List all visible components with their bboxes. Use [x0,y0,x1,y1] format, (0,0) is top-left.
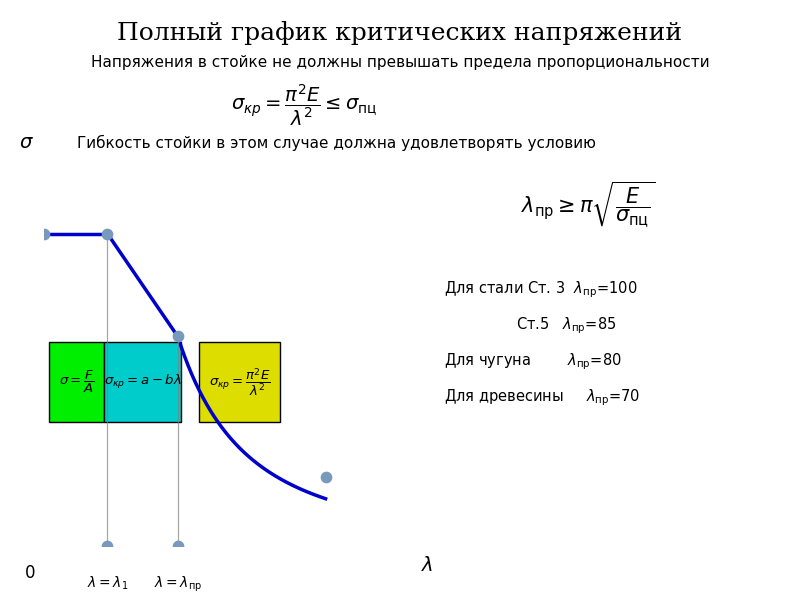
Point [171,332,184,341]
Text: $\lambda$: $\lambda$ [422,556,434,575]
Text: Для чугуна        $\lambda_{\text{пр}}$=80: Для чугуна $\lambda_{\text{пр}}$=80 [444,351,622,371]
Text: Для стали Ст. 3  $\lambda_{\text{пр}}$=100: Для стали Ст. 3 $\lambda_{\text{пр}}$=10… [444,279,638,299]
Point [319,473,332,482]
Text: $\sigma$: $\sigma$ [19,133,34,152]
Text: $\sigma_{\kappa p} = \dfrac{\pi^2 E}{\lambda^2}$: $\sigma_{\kappa p} = \dfrac{\pi^2 E}{\la… [209,366,270,398]
Text: $\sigma = \dfrac{F}{A}$: $\sigma = \dfrac{F}{A}$ [58,369,94,395]
FancyBboxPatch shape [199,342,280,422]
Text: Для древесины     $\lambda_{\text{пр}}$=70: Для древесины $\lambda_{\text{пр}}$=70 [444,387,640,407]
Point [171,541,184,551]
Text: $\sigma_{\kappa p} = \dfrac{\pi^2 E}{\lambda^2} \leq \sigma_{\text{пц}}$: $\sigma_{\kappa p} = \dfrac{\pi^2 E}{\la… [231,83,377,128]
Text: Гибкость стойки в этом случае должна удовлетворять условию: Гибкость стойки в этом случае должна удо… [77,135,595,151]
Point [38,229,50,238]
Point [101,541,114,551]
FancyBboxPatch shape [50,342,104,422]
Text: Полный график критических напряжений: Полный график критических напряжений [118,21,682,45]
Text: $\sigma_{\kappa p} = a - b\lambda$: $\sigma_{\kappa p} = a - b\lambda$ [104,373,182,391]
Point [101,229,114,238]
Text: Ст.5   $\lambda_{\text{пр}}$=85: Ст.5 $\lambda_{\text{пр}}$=85 [516,315,617,335]
Text: $\lambda=\lambda_1$: $\lambda=\lambda_1$ [86,575,128,592]
Text: $\lambda_{\text{пр}} \geq \pi\sqrt{\dfrac{E}{\sigma_{\text{пц}}}}$: $\lambda_{\text{пр}} \geq \pi\sqrt{\dfra… [521,180,655,230]
Text: Напряжения в стойке не должны превышать предела пропорциональности: Напряжения в стойке не должны превышать … [90,55,710,70]
Text: $\lambda=\lambda_{\text{пр}}$: $\lambda=\lambda_{\text{пр}}$ [154,575,202,594]
FancyBboxPatch shape [104,342,182,422]
Text: 0: 0 [25,563,35,581]
